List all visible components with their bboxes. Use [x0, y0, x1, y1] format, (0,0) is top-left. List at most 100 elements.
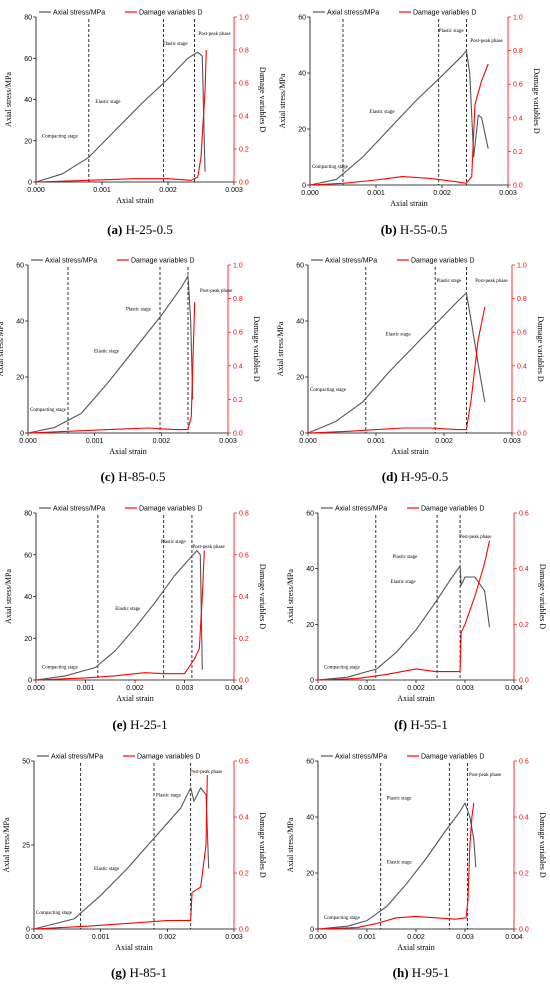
stage-label-post-peak: Post-peak phase [192, 545, 225, 550]
y-tick-label: 60 [296, 263, 304, 270]
x-tick-label: 0.002 [153, 438, 171, 445]
x-tick-label: 0.001 [358, 934, 376, 941]
panel-caption: (a) H-25-0.5 [107, 222, 173, 237]
panel-caption: (c) H-85-0.5 [101, 469, 166, 484]
stage-label-elastic: Elastic stage [94, 867, 120, 872]
legend-label-damage: Damage variables D [413, 10, 476, 17]
chart-panel: 0.000 0.001 0.002 0.003 0 25 50 0.0 0.2 0.4 0.6 Axi… [2, 754, 267, 981]
y-axis-label-left: Axial stress/MPa [4, 72, 13, 127]
legend-label-stress: Axial stress/MPa [53, 506, 105, 513]
y2-tick-label: 0.6 [239, 81, 249, 88]
damage-series-line [317, 540, 491, 681]
legend-label-damage: Damage variables D [137, 754, 200, 761]
caption-text: H-95-1 [409, 965, 450, 980]
x-tick-label: 0.003 [456, 934, 474, 941]
y-tick-label: 0 [20, 431, 24, 438]
stage-label-compacting: Compacting stage [312, 165, 349, 170]
x-tick-label: 0.002 [159, 934, 177, 941]
x-tick-label: 0.002 [433, 190, 451, 197]
y2-tick-label: 0.2 [517, 397, 527, 404]
legend-label-stress: Axial stress/MPa [45, 258, 97, 265]
y-tick-label: 40 [306, 815, 314, 822]
damage-series-line [307, 306, 486, 434]
y2-tick-label: 0.0 [239, 927, 249, 934]
x-axis-label: Axial strain [390, 199, 428, 208]
y2-tick-label: 0.2 [519, 622, 529, 629]
y-tick-label: 60 [306, 511, 314, 518]
x-axis-label: Axial strain [391, 447, 429, 456]
stage-label-post-peak: Post-peak phase [459, 535, 492, 540]
y2-tick-label: 0.6 [239, 552, 249, 559]
stress-series-line [307, 292, 486, 434]
y2-tick-label: 1.0 [233, 263, 243, 270]
x-tick-label: 0.000 [301, 190, 319, 197]
stage-label-post-peak: Post-peak phase [200, 289, 233, 294]
stage-label-elastic: Elastic stage [94, 349, 120, 354]
y2-tick-label: 0.8 [513, 48, 523, 55]
y-tick-label: 40 [16, 319, 24, 326]
chart-panel: 0.000 0.001 0.002 0.003 0.004 0 20 40 60 80 0.0 0.2… [4, 506, 267, 733]
legend-label-stress: Axial stress/MPa [327, 10, 379, 17]
y-axis-label-left: Axial stress/MPa [286, 817, 295, 872]
caption-letter: (g) [111, 965, 126, 980]
y2-tick-label: 0.6 [519, 511, 529, 518]
y-tick-label: 20 [24, 138, 32, 145]
y-tick-label: 80 [24, 511, 32, 518]
y-tick-label: 20 [306, 871, 314, 878]
stage-label-compacting: Compacting stage [310, 388, 347, 393]
stage-label-post-peak: Post-peak phase [198, 32, 231, 37]
y2-tick-label: 0.2 [239, 636, 249, 643]
stress-series-line [33, 787, 210, 930]
y-tick-label: 0 [310, 927, 314, 934]
x-tick-label: 0.003 [503, 438, 521, 445]
y2-tick-label: 0.4 [233, 363, 243, 370]
chart-panel: 0.000 0.001 0.002 0.003 0.004 0 20 40 60 0.0 0.2 0.… [286, 506, 547, 733]
y-tick-label: 60 [24, 552, 32, 559]
x-tick-label: 0.002 [407, 685, 425, 692]
y2-tick-label: 0.6 [233, 330, 243, 337]
x-tick-label: 0.001 [93, 187, 111, 194]
stage-label-post-peak: Post-peak phase [470, 39, 503, 44]
stage-label-elastic: Elastic stage [387, 860, 413, 865]
y2-tick-label: 1.0 [513, 15, 523, 22]
panel-caption: (f) H-55-1 [394, 717, 448, 732]
y2-tick-label: 0.4 [239, 815, 249, 822]
x-axis-label: Axial strain [116, 694, 154, 703]
y2-tick-label: 0.0 [519, 927, 529, 934]
x-tick-label: 0.002 [407, 934, 425, 941]
y2-tick-label: 0.0 [239, 678, 249, 685]
chart-panel: 0.000 0.001 0.002 0.003 0.004 0 20 40 60 0.0 0.2 0.… [286, 754, 547, 981]
y2-tick-label: 0.4 [513, 115, 523, 122]
caption-text: H-85-0.5 [115, 469, 166, 484]
x-tick-label: 0.001 [367, 438, 385, 445]
stage-label-compacting: Compacting stage [42, 134, 79, 139]
chart-panel: 0.000 0.001 0.002 0.003 0 20 40 60 0.0 0.2 0.4 0.6 0… [278, 10, 541, 238]
y-tick-label: 0 [310, 678, 314, 685]
x-tick-label: 0.000 [25, 934, 43, 941]
caption-letter: (b) [381, 222, 397, 237]
legend-label-stress: Axial stress/MPa [335, 754, 387, 761]
damage-series-line [27, 301, 196, 434]
legend-label-damage: Damage variables D [421, 754, 484, 761]
legend-label-stress: Axial stress/MPa [53, 10, 105, 17]
damage-series-line [35, 49, 207, 183]
x-axis-label: Axial strain [116, 196, 154, 205]
y2-tick-label: 0.6 [239, 759, 249, 766]
stage-label-compacting: Compacting stage [324, 665, 361, 670]
damage-series-line [309, 63, 489, 186]
y-tick-label: 60 [306, 759, 314, 766]
y-axis-label-right: Damage variables D [536, 316, 545, 382]
x-tick-label: 0.002 [126, 685, 144, 692]
y2-tick-label: 0.2 [519, 871, 529, 878]
y-tick-label: 40 [24, 594, 32, 601]
y2-tick-label: 0.4 [517, 363, 527, 370]
y-axis-label-left: Axial stress/MPa [2, 817, 11, 872]
stress-series-line [27, 275, 194, 434]
y2-tick-label: 0.6 [513, 82, 523, 89]
y-axis-label-left: Axial stress/MPa [276, 321, 285, 376]
y-axis-label-left: Axial stress/MPa [278, 73, 287, 128]
x-tick-label: 0.003 [499, 190, 517, 197]
damage-series-line [33, 774, 208, 930]
x-tick-label: 0.004 [225, 685, 243, 692]
y2-tick-label: 0.0 [513, 183, 523, 190]
